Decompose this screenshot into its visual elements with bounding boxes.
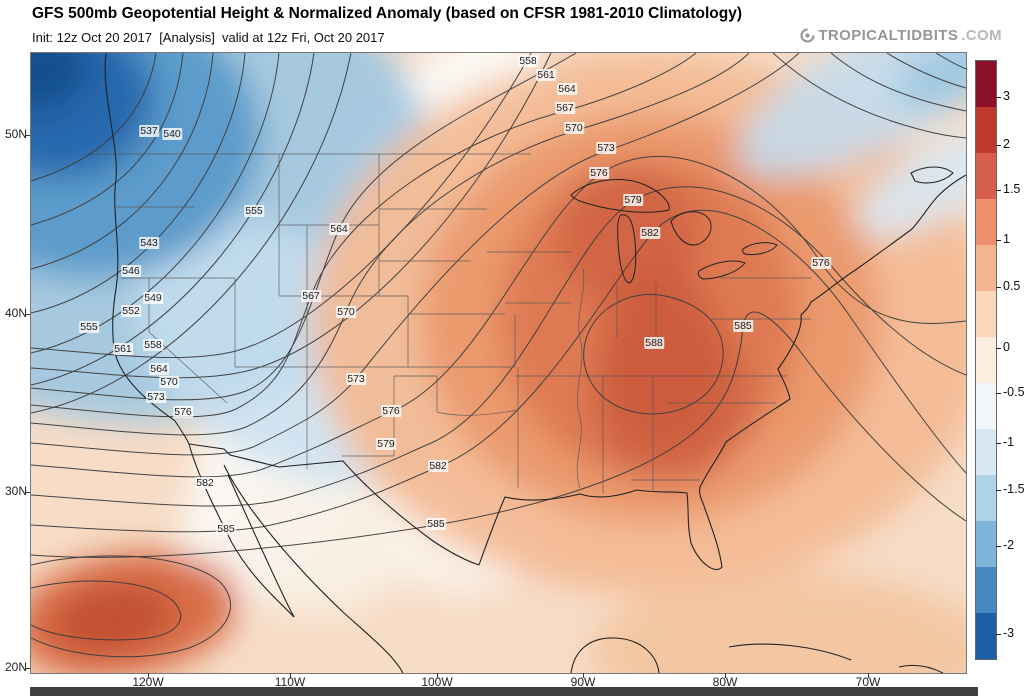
colorbar-tick-label: -3 xyxy=(1003,626,1015,640)
colorbar-cell xyxy=(976,61,996,107)
colorbar-tick xyxy=(996,443,1001,444)
colorbar-cell xyxy=(976,153,996,199)
colorbar-cell xyxy=(976,383,996,429)
colorbar-tick-label: 0 xyxy=(1003,340,1010,354)
colorbar-cell xyxy=(976,567,996,613)
colorbar-tick-label: -2 xyxy=(1003,538,1015,552)
lon-tick xyxy=(148,673,149,678)
lat-label: 30N xyxy=(4,484,27,498)
colorbar-tick xyxy=(996,490,1001,491)
colorbar-tick-label: -0.5 xyxy=(1003,385,1024,399)
colorbar-tick xyxy=(996,145,1001,146)
colorbar-tick xyxy=(996,97,1001,98)
lon-tick xyxy=(437,673,438,678)
colorbar-tick-label: 0.5 xyxy=(1003,279,1021,293)
lon-tick xyxy=(725,673,726,678)
logo-text: TROPICALTIDBITS xyxy=(818,27,959,44)
lat-label: 20N xyxy=(4,660,27,674)
colorbar-tick xyxy=(996,634,1001,635)
great-lakes xyxy=(570,179,778,284)
lon-tick xyxy=(290,673,291,678)
lat-label: 40N xyxy=(4,306,27,320)
lon-tick xyxy=(868,673,869,678)
logo-text-com: .COM xyxy=(961,27,1002,44)
lon-label: 120W xyxy=(132,675,164,689)
colorbar-tick-label: 1.5 xyxy=(1003,182,1021,196)
colorbar-tick xyxy=(996,190,1001,191)
lat-tick xyxy=(25,314,30,315)
lon-label: 90W xyxy=(570,675,596,689)
colorbar-tick-label: -1 xyxy=(1003,435,1015,449)
colorbar-cells xyxy=(976,61,996,659)
tropicaltidbits-logo: TROPICALTIDBITS .COM xyxy=(800,27,1002,44)
lon-label: 80W xyxy=(712,675,738,689)
colorbar-cell xyxy=(976,613,996,659)
colorbar-cell xyxy=(976,199,996,245)
colorbar-tick xyxy=(996,287,1001,288)
colorbar-tick xyxy=(996,546,1001,547)
lat-tick xyxy=(25,135,30,136)
lon-label: 110W xyxy=(274,675,306,689)
colorbar-cell xyxy=(976,291,996,337)
colorbar-tick xyxy=(996,348,1001,349)
lon-tick xyxy=(583,673,584,678)
colorbar-cell xyxy=(976,475,996,521)
lon-label: 70W xyxy=(855,675,881,689)
map-canvas xyxy=(31,53,966,673)
lat-tick xyxy=(25,492,30,493)
init-valid-line: Init: 12z Oct 20 2017 [Analysis] valid a… xyxy=(32,30,385,45)
colorbar-tick-label: -1.5 xyxy=(1003,482,1024,496)
lat-label: 50N xyxy=(4,127,27,141)
colorbar-cell xyxy=(976,429,996,475)
weather-map: 558 561 564 567 570 573 576 579 582 576 585 588 537 5… xyxy=(30,52,967,674)
colorbar-tick-label: 1 xyxy=(1003,232,1010,246)
colorbar-cell xyxy=(976,107,996,153)
lon-label: 100W xyxy=(421,675,453,689)
colorbar-cell xyxy=(976,337,996,383)
hurricane-logo-icon xyxy=(800,28,815,43)
state-borders xyxy=(91,153,811,494)
colorbar-tick-label: 2 xyxy=(1003,137,1010,151)
lat-tick xyxy=(25,668,30,669)
anomaly-shading xyxy=(31,53,966,673)
colorbar-tick xyxy=(996,240,1001,241)
anomaly-colorbar xyxy=(975,60,997,660)
colorbar-cell xyxy=(976,521,996,567)
colorbar-tick xyxy=(996,393,1001,394)
colorbar-cell xyxy=(976,245,996,291)
bottom-strip xyxy=(30,687,978,696)
colorbar-tick-label: 3 xyxy=(1003,89,1010,103)
page-title: GFS 500mb Geopotential Height & Normaliz… xyxy=(32,5,742,22)
